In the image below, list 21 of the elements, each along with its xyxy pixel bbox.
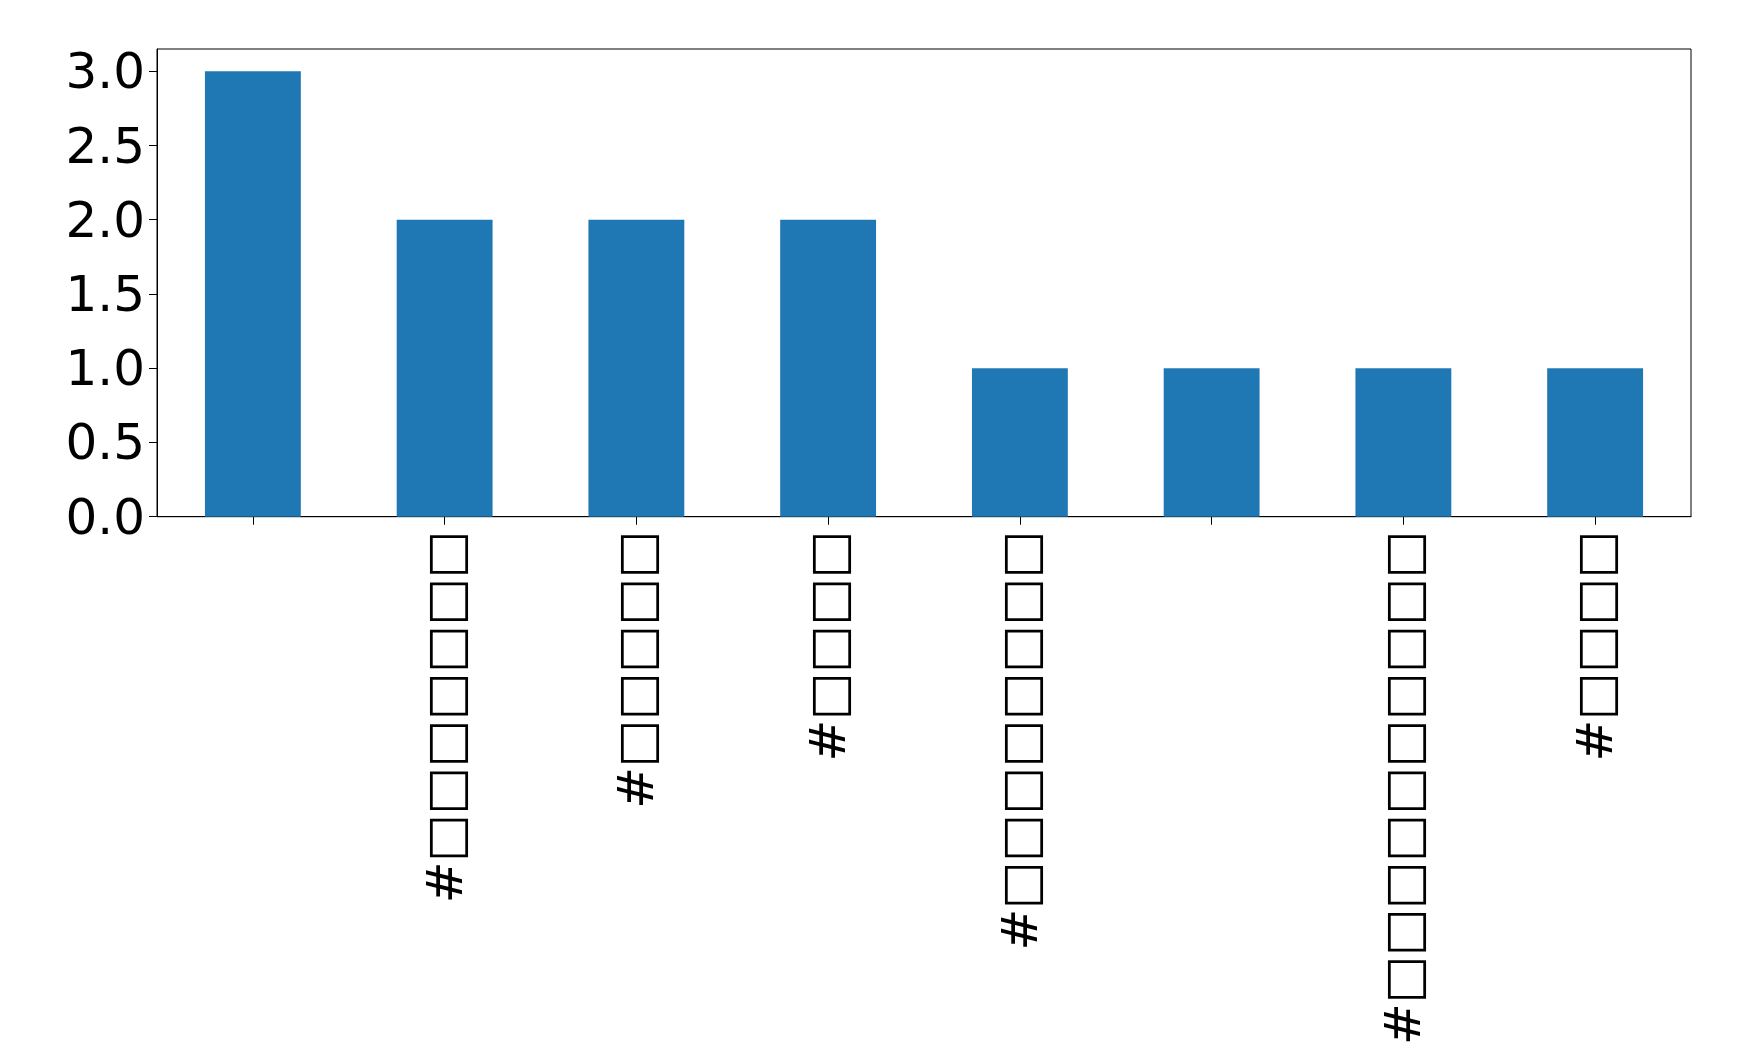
x-tick-label: #□□□□□□□ <box>415 530 474 904</box>
x-tick-label: #□□□□□ <box>607 530 666 809</box>
y-tick-label: 1.5 <box>65 264 145 323</box>
bar <box>204 71 301 517</box>
y-tick-label: 1.0 <box>65 339 145 398</box>
x-tick-label: #□□□□ <box>1566 530 1625 762</box>
bar <box>588 219 685 517</box>
bar <box>971 368 1068 517</box>
x-tick-label: #□□□□□□□□□□ <box>1374 530 1433 1046</box>
x-tick-label: #□□□□ <box>799 530 858 762</box>
y-tick-label: 2.5 <box>65 116 145 175</box>
y-tick-label: 0.0 <box>65 487 145 546</box>
y-tick-label: 2.0 <box>65 190 145 249</box>
bar <box>1163 368 1260 517</box>
bar <box>780 219 877 517</box>
bar <box>396 219 493 517</box>
y-tick-label: 0.5 <box>65 413 145 472</box>
x-tick-label: #□□□□□□□□ <box>990 530 1049 951</box>
bar <box>1547 368 1644 517</box>
y-tick-label: 3.0 <box>65 42 145 101</box>
bar <box>1355 368 1452 517</box>
